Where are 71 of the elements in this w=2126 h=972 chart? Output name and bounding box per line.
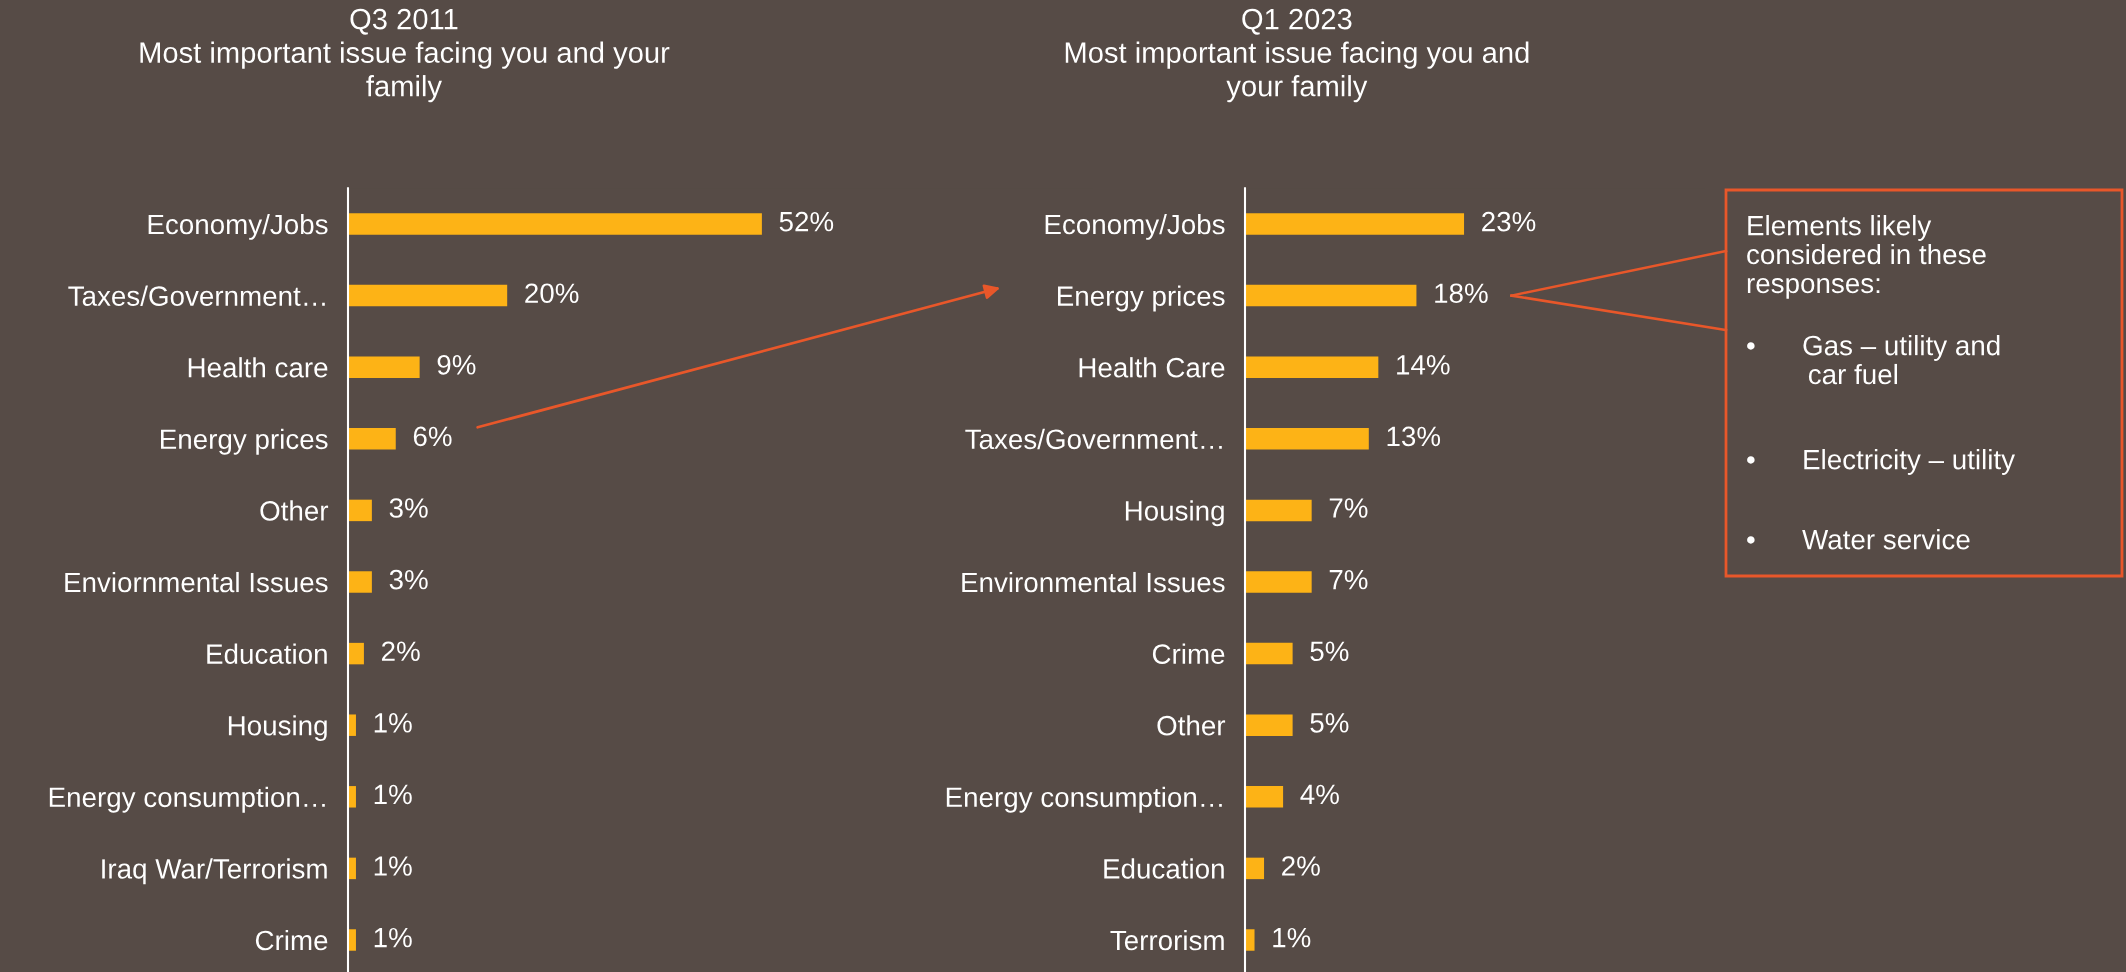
y-tick-label: Energy consumption… — [946, 786, 1222, 813]
y-tick-label: Crime — [255, 929, 328, 951]
data-label: 52% — [779, 211, 834, 232]
bar — [1245, 857, 1265, 880]
bar — [348, 786, 356, 808]
text: Elements likely considered in these responses: — [1747, 215, 1986, 299]
data-label: 7% — [1329, 498, 1368, 518]
data-label: 3% — [389, 569, 428, 590]
data-label: 4% — [1300, 784, 1339, 805]
data-label: 9% — [437, 354, 476, 375]
y-tick-label: Taxes/Government… — [965, 428, 1222, 450]
y-tick-label: Taxes/Government… — [68, 285, 325, 306]
y-tick-label: Terrorism — [1110, 929, 1224, 951]
bar — [348, 428, 396, 450]
y-tick-label: Crime — [1152, 643, 1225, 664]
data-label: 1% — [374, 856, 412, 876]
bar — [348, 929, 356, 951]
bar — [348, 356, 420, 378]
bar — [1245, 571, 1312, 593]
data-label: 3% — [389, 498, 428, 518]
bar — [348, 213, 762, 235]
bar — [348, 714, 356, 736]
data-label: 18% — [1435, 283, 1488, 304]
text: • Electricity – utility — [1747, 449, 2015, 475]
bar — [1245, 786, 1284, 808]
data-label: 1% — [374, 784, 412, 805]
data-label: 6% — [413, 426, 452, 447]
data-label: 5% — [1310, 713, 1349, 733]
y-tick-label: Other — [1157, 715, 1226, 736]
y-tick-label: Environmental Issues — [962, 571, 1225, 593]
y-tick-label: Education — [1104, 858, 1224, 879]
bar — [1245, 714, 1293, 736]
y-tick-label: Enviornmental Issues — [65, 571, 328, 593]
data-label: 13% — [1387, 426, 1441, 447]
y-tick-label: Housing — [228, 715, 327, 742]
data-label: 20% — [525, 283, 579, 304]
y-tick-label: Other — [260, 500, 329, 521]
bar — [1245, 213, 1465, 235]
data-label: 5% — [1310, 641, 1349, 662]
y-tick-label: Economy/Jobs — [148, 213, 328, 240]
bar — [1245, 428, 1369, 450]
y-tick-label: Education — [207, 643, 327, 664]
bar — [348, 284, 508, 307]
bar — [1245, 929, 1255, 951]
text: • Gas – utility and car fuel — [1747, 335, 2000, 385]
bar — [348, 642, 364, 665]
chart-title: Q3 2011 Most important issue facing you and your family — [140, 8, 670, 103]
data-label: 2% — [381, 641, 420, 661]
bar — [1245, 499, 1312, 522]
y-tick-label: Health Care — [1079, 357, 1225, 378]
bar — [1245, 642, 1293, 665]
data-label: 1% — [374, 713, 412, 733]
data-label: 14% — [1397, 355, 1450, 375]
data-label: 1% — [1273, 927, 1311, 948]
text: • Water service — [1747, 529, 1970, 550]
data-label: 23% — [1482, 211, 1536, 232]
y-tick-label: Housing — [1125, 500, 1224, 527]
y-tick-label: Energy consumption… — [49, 786, 325, 813]
y-tick-label: Energy prices — [161, 428, 328, 455]
y-tick-label: Health care — [188, 357, 328, 378]
data-label: 7% — [1329, 569, 1368, 590]
data-label: 1% — [374, 927, 412, 948]
bar — [1245, 356, 1379, 378]
bar — [1245, 284, 1417, 307]
chart-title: Q1 2023 Most important issue facing you and your family — [1065, 8, 1529, 103]
y-tick-label: Iraq War/Terrorism — [102, 858, 327, 885]
y-tick-label: Energy prices — [1058, 285, 1225, 312]
y-tick-label: Economy/Jobs — [1045, 213, 1225, 240]
data-label: 2% — [1282, 856, 1320, 876]
bar — [348, 499, 372, 522]
bar — [348, 571, 372, 593]
